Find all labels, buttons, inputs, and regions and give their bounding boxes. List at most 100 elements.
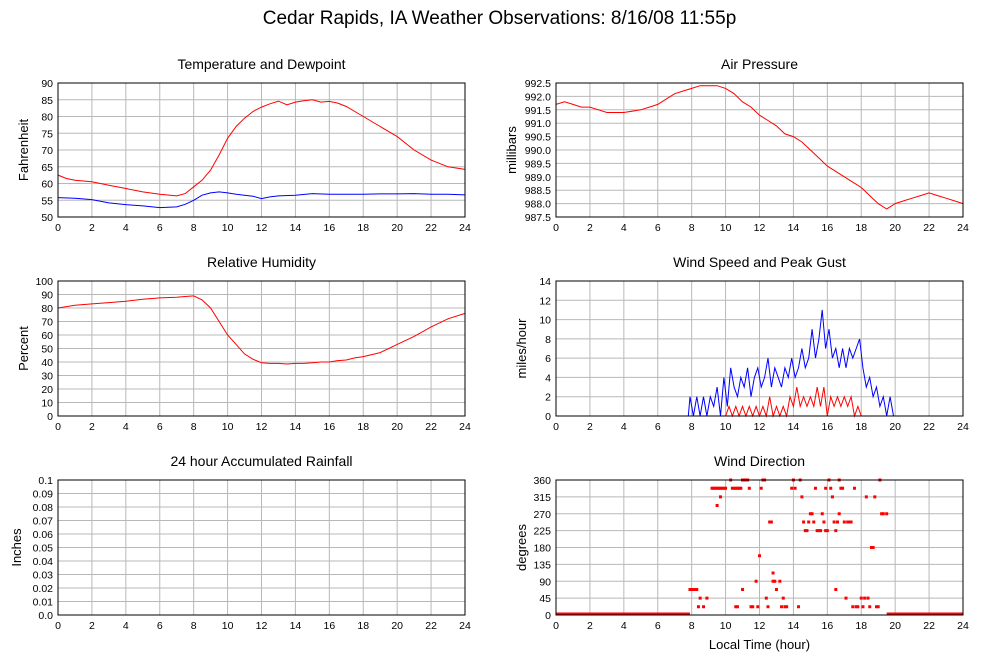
x-axis-label: Local Time (hour) bbox=[709, 637, 810, 652]
data-point bbox=[830, 495, 834, 499]
x-tick-label: 2 bbox=[89, 620, 95, 632]
y-tick-label: 135 bbox=[533, 559, 551, 571]
data-point bbox=[822, 520, 826, 524]
y-tick-label: 0.03 bbox=[33, 570, 54, 582]
x-tick-label: 2 bbox=[89, 222, 95, 234]
x-tick-label: 14 bbox=[788, 222, 800, 234]
y-tick-label: 315 bbox=[533, 492, 551, 504]
x-tick-label: 20 bbox=[391, 421, 403, 433]
x-tick-label: 4 bbox=[621, 421, 627, 433]
x-tick-label: 20 bbox=[889, 421, 901, 433]
y-tick-label: 10 bbox=[41, 398, 53, 410]
series-line-0 bbox=[555, 85, 964, 210]
data-point bbox=[715, 486, 719, 490]
data-point bbox=[749, 605, 753, 609]
x-tick-label: 12 bbox=[256, 222, 268, 234]
y-tick-label: 0.0 bbox=[38, 610, 53, 622]
y-axis-label: miles/hour bbox=[514, 318, 529, 379]
y-tick-label: 14 bbox=[539, 276, 551, 288]
data-point bbox=[819, 529, 823, 533]
x-tick-label: 24 bbox=[957, 421, 969, 433]
data-point bbox=[734, 605, 738, 609]
x-tick-label: 16 bbox=[323, 620, 335, 632]
data-point bbox=[768, 520, 772, 524]
plot-frame bbox=[57, 280, 466, 417]
data-point bbox=[734, 486, 738, 490]
x-tick-label: 2 bbox=[89, 421, 95, 433]
data-point bbox=[717, 486, 721, 490]
y-tick-label: 0.02 bbox=[33, 583, 54, 595]
x-tick-label: 2 bbox=[587, 222, 593, 234]
data-point bbox=[869, 546, 873, 549]
data-point bbox=[756, 605, 760, 609]
data-point bbox=[852, 486, 856, 490]
y-axis-label: degrees bbox=[514, 524, 529, 571]
x-tick-label: 8 bbox=[689, 421, 695, 433]
data-point bbox=[783, 605, 787, 609]
y-tick-label: 55 bbox=[41, 195, 53, 207]
data-point bbox=[864, 495, 868, 499]
data-point bbox=[813, 486, 817, 490]
data-point bbox=[815, 529, 819, 533]
y-tick-label: 85 bbox=[41, 95, 53, 107]
data-point bbox=[735, 605, 739, 609]
data-point bbox=[713, 486, 717, 490]
x-tick-label: 22 bbox=[425, 620, 437, 632]
y-tick-label: 75 bbox=[41, 128, 53, 140]
x-tick-label: 12 bbox=[754, 222, 766, 234]
data-point bbox=[844, 596, 848, 600]
data-point bbox=[737, 486, 741, 490]
data-point bbox=[842, 520, 846, 524]
y-tick-label: 0.01 bbox=[33, 597, 54, 609]
y-tick-label: 100 bbox=[35, 276, 53, 288]
x-tick-label: 8 bbox=[191, 421, 197, 433]
x-tick-label: 4 bbox=[123, 620, 129, 632]
data-point bbox=[846, 520, 850, 524]
data-point bbox=[691, 588, 695, 591]
data-point bbox=[859, 596, 863, 600]
series-line-0 bbox=[57, 295, 466, 365]
y-tick-label: 988.5 bbox=[525, 185, 551, 197]
data-point bbox=[802, 520, 806, 524]
y-tick-label: 80 bbox=[41, 112, 53, 124]
data-point bbox=[849, 520, 853, 524]
data-point bbox=[837, 512, 841, 516]
x-tick-label: 20 bbox=[391, 222, 403, 234]
data-point bbox=[722, 486, 726, 490]
y-axis-label: millibars bbox=[504, 126, 519, 174]
x-tick-label: 20 bbox=[889, 620, 901, 632]
data-point bbox=[797, 605, 801, 609]
x-tick-label: 0 bbox=[553, 222, 559, 234]
data-point bbox=[771, 579, 775, 583]
y-tick-label: 70 bbox=[41, 317, 53, 329]
data-point bbox=[759, 486, 763, 490]
page-title: Cedar Rapids, IA Weather Observations: 8… bbox=[262, 8, 737, 29]
x-tick-label: 18 bbox=[357, 222, 369, 234]
y-tick-label: 990.5 bbox=[525, 132, 551, 144]
y-tick-label: 50 bbox=[41, 212, 53, 224]
data-point bbox=[718, 486, 722, 490]
data-point bbox=[793, 486, 797, 490]
data-point bbox=[834, 529, 838, 533]
data-point bbox=[771, 571, 775, 575]
y-tick-label: 20 bbox=[41, 384, 53, 396]
x-tick-label: 2 bbox=[587, 620, 593, 632]
y-tick-label: 0 bbox=[545, 610, 551, 622]
series-line-1 bbox=[57, 191, 466, 209]
x-tick-label: 6 bbox=[157, 620, 163, 632]
y-tick-label: 45 bbox=[539, 593, 551, 605]
plot-frame bbox=[555, 479, 964, 616]
y-tick-label: 65 bbox=[41, 162, 53, 174]
data-point bbox=[705, 596, 709, 600]
y-tick-label: 10 bbox=[539, 315, 551, 327]
x-tick-label: 22 bbox=[425, 222, 437, 234]
data-point bbox=[790, 486, 794, 490]
data-point bbox=[764, 596, 768, 600]
x-tick-label: 10 bbox=[222, 222, 234, 234]
data-point bbox=[695, 588, 699, 591]
data-point bbox=[863, 596, 867, 600]
x-tick-label: 4 bbox=[123, 421, 129, 433]
data-point bbox=[856, 605, 860, 609]
data-point bbox=[720, 486, 724, 490]
data-point bbox=[690, 588, 694, 591]
